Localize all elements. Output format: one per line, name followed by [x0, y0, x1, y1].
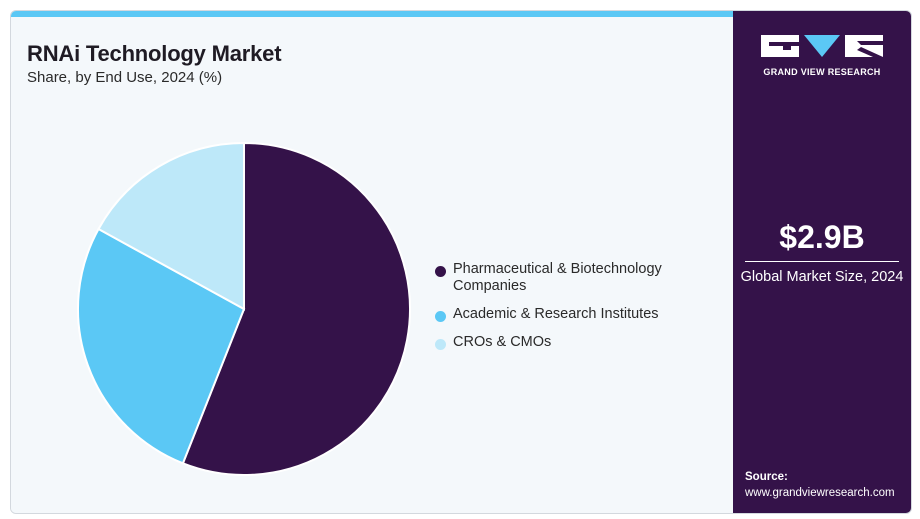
legend-swatch-pharma	[435, 266, 446, 277]
legend-swatch-cros	[435, 339, 446, 350]
chart-title: RNAi Technology Market	[27, 41, 282, 66]
source-link[interactable]: www.grandviewresearch.com	[745, 487, 895, 499]
legend-swatch-academic	[435, 311, 446, 322]
summary-sidebar: GRAND VIEW RESEARCH $2.9B Global Market …	[733, 11, 911, 513]
pie-slice-academic	[77, 227, 246, 465]
source-label: Source:	[745, 471, 788, 483]
market-size-label: Global Market Size, 2024	[740, 269, 904, 285]
metric-divider	[745, 261, 899, 262]
legend-label-academic: Academic & Research Institutes	[453, 306, 659, 322]
grand-view-research-logo	[761, 35, 883, 57]
pie-slice-pharma	[181, 141, 411, 476]
legend-label-cros: CROs & CMOs	[453, 334, 552, 350]
legend: Pharmaceutical & Biotechnology Companies…	[435, 261, 725, 362]
brand-name: GRAND VIEW RESEARCH	[763, 67, 881, 77]
chart-subtitle: Share, by End Use, 2024 (%)	[27, 69, 223, 86]
chart-panel: RNAi Technology Market Share, by End Use…	[11, 17, 733, 513]
legend-label-pharma: Pharmaceutical & Biotechnology Companies	[453, 261, 662, 294]
legend-item-cros: CROs & CMOs	[435, 334, 725, 351]
pie-slice-cros	[97, 141, 245, 311]
legend-item-pharma: Pharmaceutical & Biotechnology Companies	[435, 261, 725, 295]
pie-chart	[77, 141, 411, 476]
market-size-value: $2.9B	[779, 219, 865, 255]
accent-bar	[11, 11, 733, 17]
legend-item-academic: Academic & Research Institutes	[435, 306, 725, 323]
chart-card: RNAi Technology Market Share, by End Use…	[10, 10, 912, 514]
